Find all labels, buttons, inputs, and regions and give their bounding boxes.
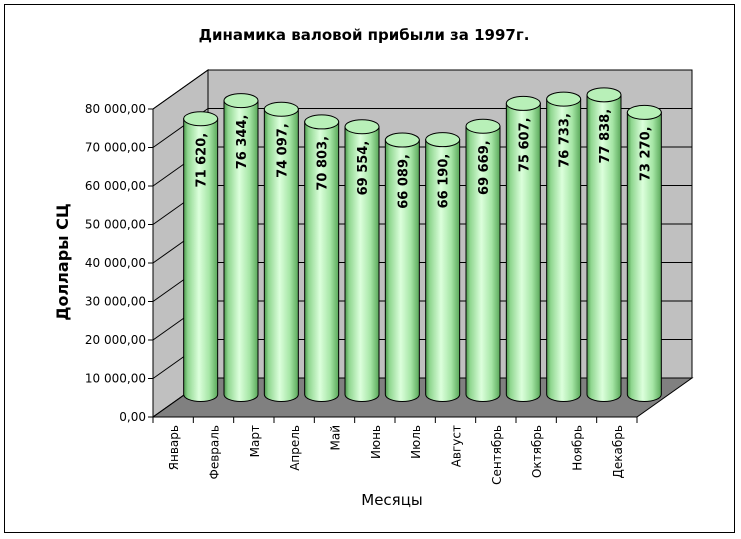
bars: 71 620, 76 344, 74 097, 70 803, 69 554, 66 08… [183, 87, 662, 402]
y-tick-label: 10 000,00 [85, 372, 146, 386]
bar-12: 73 270, [626, 104, 662, 402]
data-label: 70 803, [316, 136, 331, 191]
bar-7: 66 190, [425, 132, 461, 402]
x-tick-label: Август [450, 425, 464, 467]
data-label: 69 554, [356, 141, 371, 196]
bar-body [223, 100, 259, 402]
x-axis-ticks: Январь Февраль Март Апрель Май Июнь Июль Август… [152, 417, 638, 485]
data-label: 74 097, [275, 123, 290, 178]
data-label: 66 089, [396, 154, 411, 209]
bar-top [546, 91, 582, 107]
y-tick-label: 70 000,00 [85, 141, 146, 155]
bar-body [626, 111, 662, 402]
y-tick-label: 50 000,00 [85, 218, 146, 232]
data-label: 76 733, [558, 113, 573, 168]
bar-9: 75 607, [505, 95, 541, 402]
chart-title: Динамика валовой прибыли за 1997г. [199, 26, 530, 44]
bar-top [505, 95, 541, 111]
bar-top [223, 93, 259, 109]
bar-top [465, 118, 501, 134]
bar-top [263, 101, 299, 117]
gridline-side [152, 69, 209, 110]
bar-body [304, 121, 340, 402]
x-tick-label: Июль [409, 425, 423, 459]
x-tick-label: Ноябрь [571, 425, 585, 471]
y-tick-label: 80 000,00 [85, 102, 146, 116]
bar-6: 66 089, [384, 132, 420, 402]
y-tick-label: 0,00 [119, 410, 146, 424]
data-label: 73 270, [638, 126, 653, 181]
x-tick-label: Июнь [369, 425, 383, 459]
bar-body [344, 126, 380, 402]
x-tick-label: Октябрь [530, 425, 544, 478]
x-tick-label: Февраль [208, 425, 222, 480]
bar-4: 70 803, [304, 114, 340, 402]
bar-body [263, 108, 299, 402]
bar-body [505, 102, 541, 402]
bar-body [183, 118, 219, 402]
x-tick-label: Апрель [288, 425, 302, 471]
y-tick-label: 30 000,00 [85, 295, 146, 309]
bar-top [425, 132, 461, 148]
x-tick-label: Май [329, 425, 343, 451]
y-tick-label: 40 000,00 [85, 256, 146, 270]
bar-top [586, 87, 622, 103]
bar-8: 69 669, [465, 118, 501, 402]
bar-top [344, 119, 380, 135]
x-axis-label: Месяцы [361, 491, 423, 509]
data-label: 77 838, [598, 109, 613, 164]
bar-11: 77 838, [586, 87, 622, 402]
x-tick-label: Сентябрь [490, 425, 504, 485]
bar-top [384, 132, 420, 148]
bar-body [384, 139, 420, 402]
data-label: 75 607, [517, 117, 532, 172]
data-label: 69 669, [477, 140, 492, 195]
y-tick-label: 20 000,00 [85, 333, 146, 347]
y-axis-label: Доллары СЦ [53, 203, 72, 321]
bar-top [304, 114, 340, 130]
data-label: 71 620, [195, 133, 210, 188]
bar-10: 76 733, [546, 91, 582, 402]
y-axis-ticks: 0,00 10 000,00 20 000,00 30 000,00 40 000,00… [85, 102, 153, 424]
x-tick-label: Январь [167, 425, 181, 470]
bar-top [626, 104, 662, 120]
x-tick-label: Март [248, 425, 262, 457]
data-label: 76 344, [235, 115, 250, 170]
bar-body [586, 94, 622, 402]
bar-2: 76 344, [223, 93, 259, 402]
bar-body [465, 125, 501, 402]
data-label: 66 190, [437, 154, 452, 209]
bar-1: 71 620, [183, 111, 219, 402]
bar-top [183, 111, 219, 127]
bar-5: 69 554, [344, 119, 380, 402]
y-tick-label: 60 000,00 [85, 179, 146, 193]
bar-body [546, 98, 582, 402]
bar-3: 74 097, [263, 101, 299, 402]
bar-body [425, 139, 461, 402]
x-tick-label: Декабрь [611, 425, 625, 478]
